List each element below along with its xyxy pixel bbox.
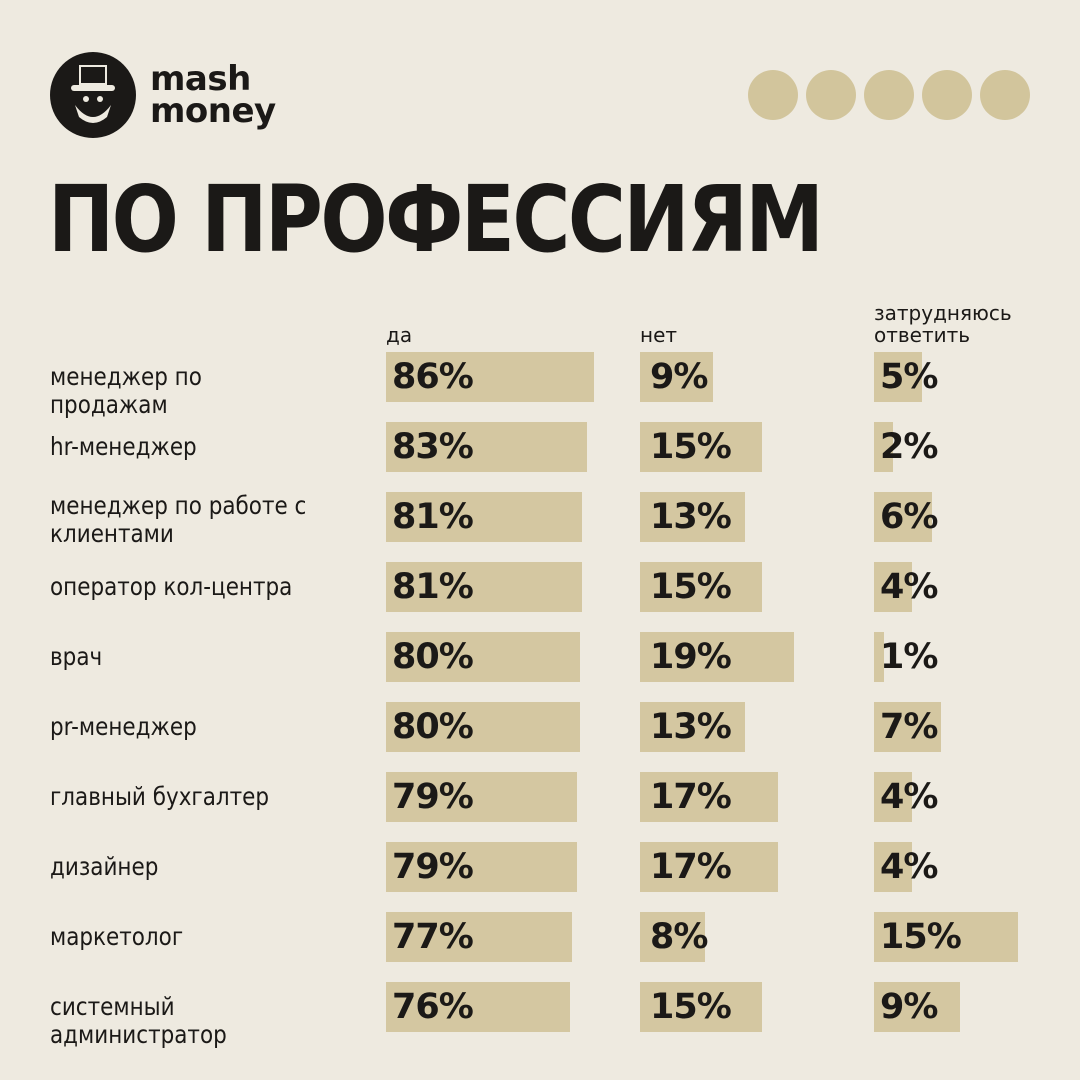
bar: [640, 842, 778, 892]
indicator-dot: [864, 70, 914, 120]
data-label: 6%: [880, 497, 938, 537]
page-title: ПО ПРОФЕССИЯМ: [48, 166, 824, 273]
bar: [874, 982, 960, 1032]
data-label: 80%: [392, 637, 474, 677]
bar: [640, 352, 713, 402]
row-label: дизайнер: [50, 852, 159, 881]
bar: [386, 352, 594, 402]
bar: [874, 632, 884, 682]
data-label: 15%: [650, 567, 732, 607]
row-label: главный бухгалтер: [50, 782, 270, 811]
row-label: системный администратор: [50, 992, 227, 1049]
bar: [386, 772, 577, 822]
bar: [874, 772, 912, 822]
data-label: 79%: [392, 847, 474, 887]
bar: [386, 562, 582, 612]
row-label: маркетолог: [50, 922, 184, 951]
data-label: 9%: [650, 357, 708, 397]
data-label: 4%: [880, 777, 938, 817]
data-label: 81%: [392, 567, 474, 607]
data-label: 76%: [392, 987, 474, 1027]
data-label: 17%: [650, 847, 732, 887]
bar: [386, 842, 577, 892]
bar: [386, 422, 587, 472]
row-label: оператор кол-центра: [50, 572, 293, 601]
bar: [386, 982, 570, 1032]
bar: [874, 422, 893, 472]
data-label: 80%: [392, 707, 474, 747]
data-label: 81%: [392, 497, 474, 537]
row-label: pr-менеджер: [50, 712, 197, 741]
top-hat-mascot-icon: [50, 52, 136, 138]
data-label: 15%: [650, 987, 732, 1027]
data-label: 5%: [880, 357, 938, 397]
bar: [874, 352, 922, 402]
bar: [640, 912, 705, 962]
column-header-2: затрудняюсь ответить: [874, 301, 1012, 347]
brand-line2: money: [150, 91, 276, 131]
bar: [874, 562, 912, 612]
indicator-dot: [748, 70, 798, 120]
bar: [640, 772, 778, 822]
data-label: 17%: [650, 777, 732, 817]
data-label: 2%: [880, 427, 938, 467]
page-indicator-dots: [748, 70, 1030, 120]
bar: [874, 912, 1018, 962]
bar: [874, 492, 932, 542]
bar: [386, 912, 572, 962]
data-label: 13%: [650, 497, 732, 537]
bar: [386, 632, 580, 682]
row-label: менеджер по продажам: [50, 362, 202, 419]
bar: [386, 492, 582, 542]
brand-line1: mash: [150, 59, 251, 99]
data-label: 7%: [880, 707, 938, 747]
data-label: 4%: [880, 567, 938, 607]
bar: [640, 562, 762, 612]
indicator-dot: [806, 70, 856, 120]
column-header-0: да: [386, 323, 413, 347]
data-label: 15%: [880, 917, 962, 957]
data-label: 86%: [392, 357, 474, 397]
bar: [874, 842, 912, 892]
row-label: менеджер по работе с клиентами: [50, 491, 307, 548]
data-label: 8%: [650, 917, 708, 957]
brand-logo: mash money: [50, 52, 276, 138]
indicator-dot: [922, 70, 972, 120]
data-label: 15%: [650, 427, 732, 467]
brand-name: mash money: [150, 59, 276, 131]
bar: [640, 982, 762, 1032]
data-label: 13%: [650, 707, 732, 747]
data-label: 77%: [392, 917, 474, 957]
bar: [640, 422, 762, 472]
bar: [874, 702, 941, 752]
data-label: 1%: [880, 637, 938, 677]
bar: [640, 632, 794, 682]
data-label: 83%: [392, 427, 474, 467]
column-header-1: нет: [640, 323, 678, 347]
row-label: врач: [50, 642, 103, 671]
data-label: 4%: [880, 847, 938, 887]
bar: [640, 702, 745, 752]
bar: [386, 702, 580, 752]
row-label: hr-менеджер: [50, 432, 197, 461]
data-label: 19%: [650, 637, 732, 677]
data-label: 79%: [392, 777, 474, 817]
bar: [640, 492, 745, 542]
indicator-dot: [980, 70, 1030, 120]
data-label: 9%: [880, 987, 938, 1027]
